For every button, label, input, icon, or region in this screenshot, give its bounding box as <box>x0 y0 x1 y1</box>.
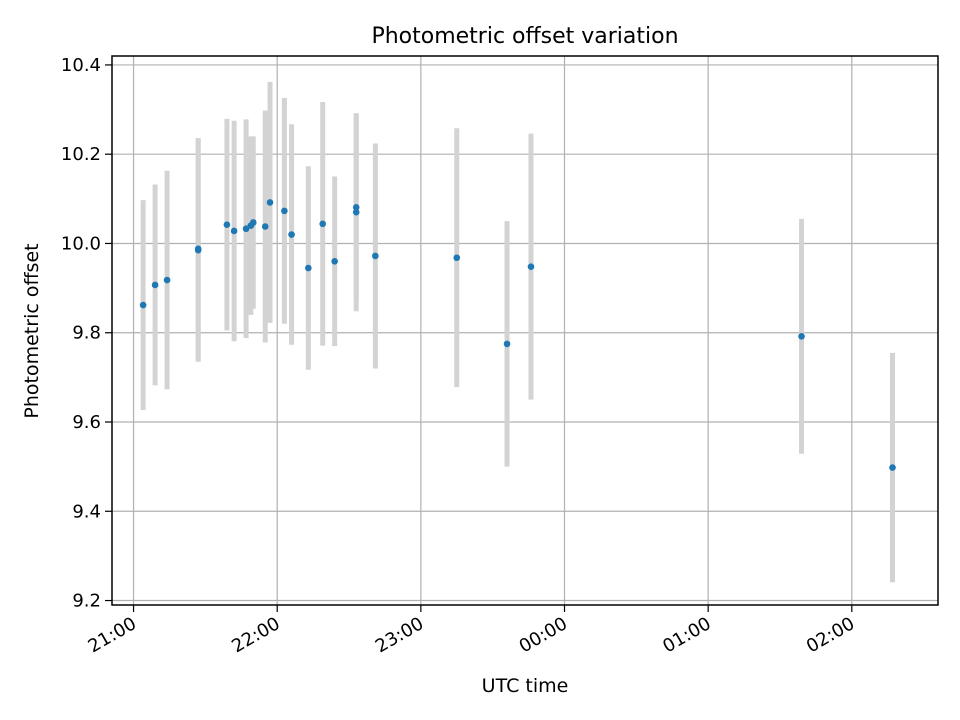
data-point <box>372 252 379 260</box>
data-point <box>798 333 805 340</box>
plot-frame <box>111 55 939 606</box>
data-point <box>281 207 288 215</box>
y-tick-label: 10.4 <box>61 55 101 76</box>
data-point <box>453 254 461 262</box>
y-tick-label: 9.8 <box>72 323 101 344</box>
data-point <box>223 221 231 229</box>
y-tick-label: 9.6 <box>72 412 101 433</box>
data-point <box>319 220 326 228</box>
y-axis-label: Photometric offset <box>21 243 43 418</box>
y-axis-ticks: 9.2 9.4 9.6 9.8 10.0 10.2 10.4 <box>61 55 112 612</box>
data-point <box>352 204 360 211</box>
y-tick-label: 10.0 <box>61 233 101 254</box>
y-tick-label: 10.2 <box>61 144 101 165</box>
data-point <box>352 208 360 216</box>
data-point <box>194 246 202 254</box>
data-point <box>261 223 269 230</box>
x-axis-label: UTC time <box>482 675 569 697</box>
data-point <box>151 281 159 289</box>
data-point <box>249 219 257 226</box>
data-point <box>230 227 238 235</box>
data-point <box>889 464 896 471</box>
data-point <box>527 263 535 270</box>
data-point <box>163 276 171 284</box>
data-point <box>266 199 274 206</box>
chart-title: Photometric offset variation <box>371 24 678 49</box>
data-point <box>242 225 250 233</box>
data-point <box>331 258 338 265</box>
data-point <box>503 340 511 348</box>
data-point <box>288 231 295 238</box>
y-tick-label: 9.2 <box>72 591 101 612</box>
y-tick-label: 9.4 <box>72 501 101 522</box>
data-point <box>139 301 147 309</box>
data-points <box>139 199 896 471</box>
data-point <box>305 264 312 272</box>
